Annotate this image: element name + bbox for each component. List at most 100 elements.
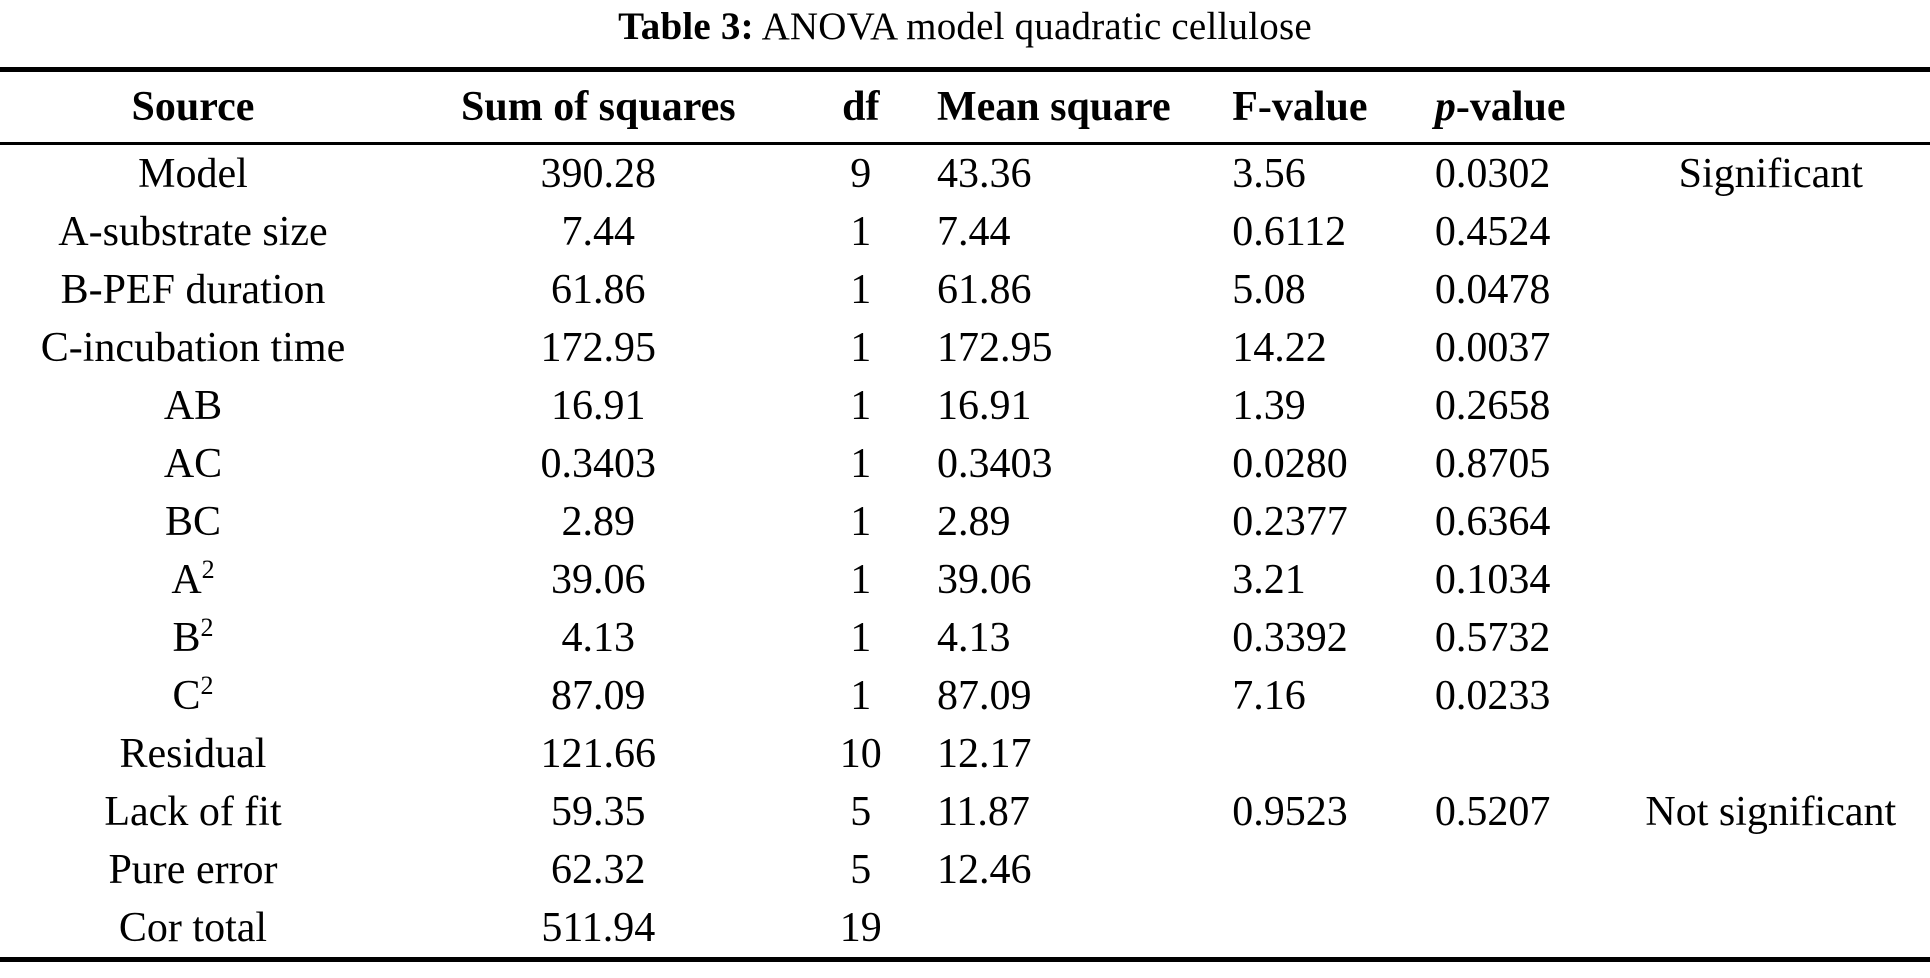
cell-source: BC <box>164 499 222 545</box>
cell-mean-square: 2.89 <box>936 499 1011 545</box>
cell-df: 1 <box>850 209 872 255</box>
cell-sum-of-squares: 121.66 <box>540 731 657 777</box>
cell-f-value: 0.2377 <box>1232 499 1348 545</box>
cell-note <box>1612 435 1930 493</box>
cell-source: A2 <box>171 555 215 603</box>
cell-mean-square: 12.17 <box>936 731 1032 777</box>
cell-sum-of-squares: 4.13 <box>561 615 636 661</box>
cell-f-value: 14.22 <box>1232 325 1327 371</box>
cell-sum-of-squares: 7.44 <box>561 209 636 255</box>
cell-df: 1 <box>850 325 872 371</box>
cell-df: 9 <box>850 151 872 197</box>
cell-note <box>1612 725 1930 783</box>
cell-sum-of-squares: 62.32 <box>551 847 646 893</box>
cell-source: C2 <box>172 671 214 719</box>
table-row: Lack of fit 59.35 5 11.87 0.9523 0.5207 Not si… <box>0 783 1930 841</box>
cell-source: AC <box>163 441 223 487</box>
cell-df: 5 <box>850 847 872 893</box>
cell-p-value: 0.8705 <box>1434 441 1551 487</box>
cell-mean-square: 43.36 <box>936 151 1032 197</box>
cell-sum-of-squares: 390.28 <box>540 151 657 197</box>
cell-note <box>1612 899 1930 960</box>
cell-f-value: 0.3392 <box>1232 615 1348 661</box>
cell-df: 19 <box>839 905 882 951</box>
cell-source: A-substrate size <box>58 209 328 255</box>
cell-p-value <box>1409 725 1612 783</box>
cell-f-value <box>1206 841 1409 899</box>
cell-note <box>1612 377 1930 435</box>
cell-sum-of-squares: 39.06 <box>551 557 646 603</box>
cell-p-value: 0.5207 <box>1434 789 1551 835</box>
cell-note <box>1612 261 1930 319</box>
cell-source: AB <box>163 383 223 429</box>
cell-sum-of-squares: 172.95 <box>540 325 657 371</box>
cell-p-value: 0.0233 <box>1434 673 1551 719</box>
col-header-f-value: F-value <box>1206 69 1409 145</box>
cell-note <box>1612 667 1930 725</box>
col-header-sum-of-squares: Sum of squares <box>386 69 811 145</box>
table-row: Residual 121.66 10 12.17 <box>0 725 1930 783</box>
cell-sum-of-squares: 59.35 <box>551 789 646 835</box>
col-header-mean-square: Mean square <box>910 69 1207 145</box>
table-row: C-incubation time 172.95 1 172.95 14.22 0.003… <box>0 319 1930 377</box>
cell-mean-square: 16.91 <box>936 383 1032 429</box>
header-row: Source Sum of squares df Mean square F-v… <box>0 69 1930 145</box>
cell-mean-square: 172.95 <box>936 325 1053 371</box>
table-row: Model 390.28 9 43.36 3.56 0.0302 Significant <box>0 144 1930 204</box>
cell-mean-square: 39.06 <box>936 557 1032 603</box>
cell-p-value: 0.0478 <box>1434 267 1551 313</box>
cell-source: Residual <box>119 731 267 777</box>
table-row: A2 39.06 1 39.06 3.21 0.1034 <box>0 551 1930 609</box>
anova-table: Source Sum of squares df Mean square F-v… <box>0 67 1930 962</box>
cell-source: Lack of fit <box>104 789 282 835</box>
table-row: B-PEF duration 61.86 1 61.86 5.08 0.0478 <box>0 261 1930 319</box>
cell-p-value: 0.4524 <box>1434 209 1551 255</box>
table-row: Cor total 511.94 19 <box>0 899 1930 960</box>
caption-label: Table 3: <box>618 5 754 48</box>
cell-note <box>1612 841 1930 899</box>
cell-mean-square: 11.87 <box>936 789 1030 835</box>
cell-mean-square: 87.09 <box>936 673 1032 719</box>
cell-sum-of-squares: 0.3403 <box>540 441 657 487</box>
cell-p-value: 0.6364 <box>1434 499 1551 545</box>
cell-f-value: 0.6112 <box>1232 209 1347 255</box>
cell-p-value: 0.0302 <box>1434 151 1551 197</box>
cell-sum-of-squares: 2.89 <box>561 499 636 545</box>
cell-note <box>1612 493 1930 551</box>
table-caption: Table 3: ANOVA model quadratic cellulose <box>0 0 1930 67</box>
table-row: AC 0.3403 1 0.3403 0.0280 0.8705 <box>0 435 1930 493</box>
cell-f-value: 3.21 <box>1232 557 1306 603</box>
table-row: A-substrate size 7.44 1 7.44 0.6112 0.4524 <box>0 203 1930 261</box>
caption-text: ANOVA model quadratic cellulose <box>753 5 1312 48</box>
cell-source: C-incubation time <box>40 325 346 371</box>
col-header-p-value: p-value <box>1408 69 1612 145</box>
table-body: Model 390.28 9 43.36 3.56 0.0302 Significant A-… <box>0 144 1930 960</box>
cell-mean-square <box>911 899 1206 960</box>
cell-df: 1 <box>850 441 872 487</box>
cell-p-value: 0.5732 <box>1434 615 1551 661</box>
cell-df: 1 <box>850 267 872 313</box>
col-header-source: Source <box>0 69 386 145</box>
cell-df: 5 <box>850 789 872 835</box>
cell-note <box>1612 609 1930 667</box>
cell-f-value: 0.0280 <box>1232 441 1348 487</box>
cell-mean-square: 7.44 <box>936 209 1011 255</box>
p-value-italic-p: p <box>1434 84 1456 130</box>
cell-p-value <box>1409 841 1612 899</box>
col-header-df: df <box>810 69 911 145</box>
cell-p-value <box>1409 899 1612 960</box>
cell-df: 1 <box>850 615 872 661</box>
cell-df: 1 <box>850 499 872 545</box>
cell-df: 1 <box>850 673 872 719</box>
cell-f-value: 3.56 <box>1232 151 1306 197</box>
cell-df: 1 <box>850 557 872 603</box>
col-header-note <box>1611 69 1930 145</box>
table-row: Pure error 62.32 5 12.46 <box>0 841 1930 899</box>
cell-mean-square: 12.46 <box>936 847 1032 893</box>
table-row: B2 4.13 1 4.13 0.3392 0.5732 <box>0 609 1930 667</box>
p-value-rest: -value <box>1455 84 1566 130</box>
table-row: C2 87.09 1 87.09 7.16 0.0233 <box>0 667 1930 725</box>
cell-note: Not significant <box>1645 789 1897 835</box>
cell-p-value: 0.1034 <box>1434 557 1551 603</box>
